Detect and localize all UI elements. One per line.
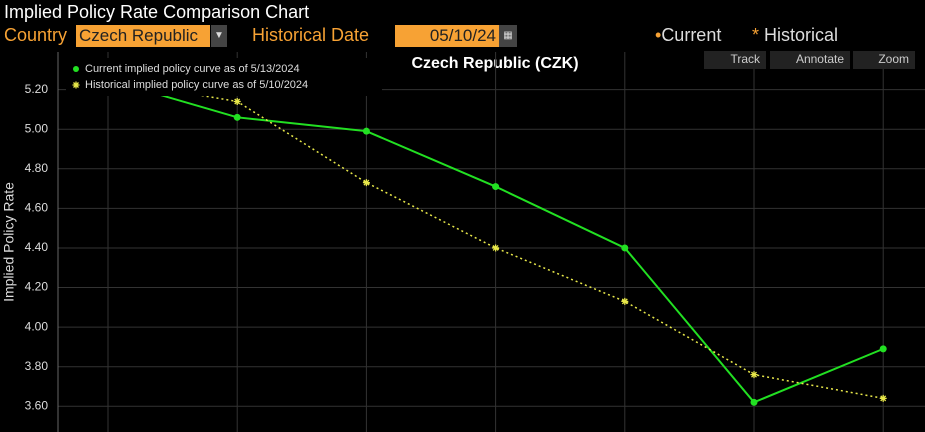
country-dropdown[interactable]: ▼ bbox=[211, 25, 227, 47]
y-tick-label: 5.00 bbox=[25, 121, 49, 135]
toggle-label: Historical bbox=[764, 25, 839, 45]
y-tick-label: 4.60 bbox=[25, 201, 49, 215]
toolbar-label: Zoom bbox=[878, 52, 909, 66]
toolbar-label: Annotate bbox=[796, 52, 844, 66]
y-tick-label: 3.60 bbox=[25, 398, 49, 412]
country-label: Country bbox=[4, 25, 68, 45]
point bbox=[362, 127, 370, 135]
legend-label: Current implied policy curve as of 5/13/… bbox=[85, 63, 300, 75]
chart-title: Czech Republic (CZK) bbox=[411, 55, 578, 72]
y-tick-label: 5.20 bbox=[25, 82, 49, 96]
point bbox=[879, 345, 887, 353]
toolbar-button[interactable] bbox=[770, 51, 850, 69]
toggle-historical[interactable]: * Historical bbox=[752, 25, 839, 45]
header: Implied Policy Rate Comparison Chart Cou… bbox=[0, 0, 925, 52]
plot-area bbox=[58, 52, 925, 432]
point bbox=[72, 81, 80, 89]
point bbox=[492, 244, 500, 252]
toolbar-label: Track bbox=[730, 52, 761, 66]
point bbox=[621, 297, 629, 305]
page-title: Implied Policy Rate Comparison Chart bbox=[4, 2, 310, 22]
toggle-label: Current bbox=[661, 25, 722, 45]
point bbox=[233, 113, 241, 121]
point bbox=[879, 394, 887, 402]
toggle-current[interactable]: •Current bbox=[655, 25, 722, 45]
point bbox=[492, 183, 500, 191]
country-input[interactable]: Czech Republic bbox=[76, 25, 210, 47]
y-tick-label: 4.20 bbox=[25, 280, 49, 294]
legend-box bbox=[66, 58, 382, 96]
y-tick-label: 3.80 bbox=[25, 359, 49, 373]
point bbox=[621, 244, 629, 252]
date-label: Historical Date bbox=[252, 25, 370, 45]
y-axis-label: Implied Policy Rate bbox=[1, 182, 17, 302]
calendar-button[interactable]: ▦ bbox=[499, 25, 517, 47]
legend-label: Historical implied policy curve as of 5/… bbox=[85, 79, 308, 91]
y-tick-label: 4.40 bbox=[25, 240, 49, 254]
toolbar-button[interactable] bbox=[704, 51, 766, 69]
point bbox=[750, 371, 758, 379]
point bbox=[233, 97, 241, 105]
y-tick-label: 4.00 bbox=[25, 319, 49, 333]
date-input[interactable]: 05/10/24 bbox=[395, 25, 499, 47]
y-tick-label: 4.80 bbox=[25, 161, 49, 175]
point bbox=[750, 398, 758, 406]
point bbox=[362, 179, 370, 187]
toolbar-button[interactable] bbox=[853, 51, 915, 69]
legend-swatch bbox=[73, 66, 79, 72]
